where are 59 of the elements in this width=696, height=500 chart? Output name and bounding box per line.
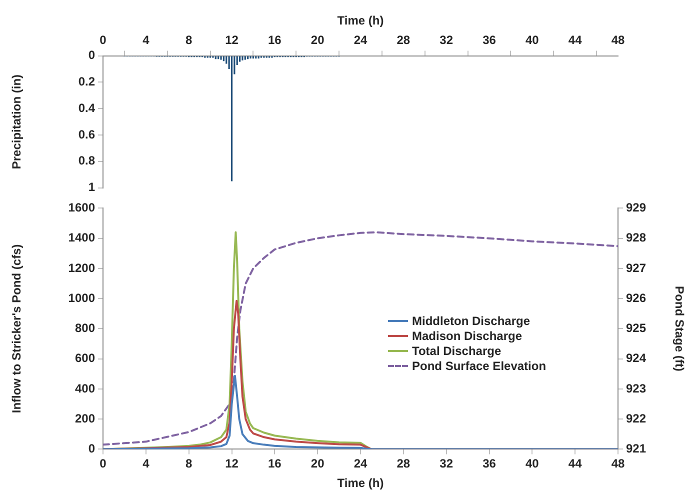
y-tick-label: 400 xyxy=(74,381,96,396)
x-tick-label: 0 xyxy=(100,456,107,471)
y-tick-label: 0.6 xyxy=(78,127,96,142)
y-tick-label: 200 xyxy=(74,411,96,426)
x-tick-label: 24 xyxy=(354,456,368,471)
x-tick-label: 12 xyxy=(225,456,239,471)
x-tick-label: 16 xyxy=(268,456,282,471)
y-tick-label: 0.4 xyxy=(78,100,96,115)
x-axis-title: Time (h) xyxy=(337,14,384,28)
y-tick-label: 0 xyxy=(88,48,96,62)
x-tick-label: 12 xyxy=(225,32,239,47)
y-tick-label: 600 xyxy=(74,351,96,366)
x-tick-label: 40 xyxy=(525,456,540,471)
legend-label: Madison Discharge xyxy=(412,328,522,342)
x-tick-label: 16 xyxy=(268,32,282,47)
x-tick-label: 8 xyxy=(185,456,192,471)
y-tick-label: 0.8 xyxy=(78,154,96,168)
x-tick-label: 36 xyxy=(482,32,496,47)
x-tick-label: 48 xyxy=(611,32,625,47)
x-tick-label: 0 xyxy=(100,32,107,47)
y2-axis-title: Pond Stage (ft) xyxy=(672,286,686,372)
y-axis-title: Inflow to Stricker's Pond (cfs) xyxy=(10,244,24,414)
x-tick-label: 20 xyxy=(310,32,325,47)
y-tick-label: 1 xyxy=(88,180,96,194)
y-tick-label: 1400 xyxy=(68,230,96,245)
y-axis-title: Precipitation (in) xyxy=(10,74,24,170)
x-tick-label: 28 xyxy=(396,32,410,47)
x-tick-label: 4 xyxy=(142,456,150,471)
y-tick-label: 1200 xyxy=(68,260,96,275)
x-tick-label: 40 xyxy=(525,32,540,47)
x-tick-label: 24 xyxy=(354,32,368,47)
y2-tick-label: 925 xyxy=(626,321,646,336)
y2-tick-label: 928 xyxy=(626,230,646,245)
legend-label: Pond Surface Elevation xyxy=(412,358,546,372)
y-tick-label: 800 xyxy=(74,321,96,336)
y-tick-label: 1000 xyxy=(68,290,96,305)
y2-tick-label: 927 xyxy=(626,260,646,275)
y-tick-label: 0 xyxy=(88,442,96,456)
legend-label: Middleton Discharge xyxy=(412,314,530,328)
x-tick-label: 44 xyxy=(568,456,582,471)
x-tick-label: 44 xyxy=(568,32,582,47)
x-tick-label: 32 xyxy=(440,32,454,47)
legend-label: Total Discharge xyxy=(412,344,502,358)
x-axis-title: Time (h) xyxy=(337,476,384,490)
y2-tick-label: 926 xyxy=(626,290,646,305)
y2-tick-label: 929 xyxy=(626,200,646,215)
y2-tick-label: 921 xyxy=(626,442,646,456)
y2-tick-label: 922 xyxy=(626,411,646,426)
y-tick-label: 1600 xyxy=(68,200,96,215)
y2-tick-label: 923 xyxy=(626,381,646,396)
x-tick-label: 20 xyxy=(310,456,325,471)
x-tick-label: 32 xyxy=(440,456,454,471)
x-tick-label: 36 xyxy=(482,456,496,471)
x-tick-label: 4 xyxy=(142,32,150,47)
y-tick-label: 0.2 xyxy=(78,74,96,89)
y2-tick-label: 924 xyxy=(626,351,646,366)
x-tick-label: 28 xyxy=(396,456,410,471)
x-tick-label: 48 xyxy=(611,456,625,471)
x-tick-label: 8 xyxy=(185,32,192,47)
